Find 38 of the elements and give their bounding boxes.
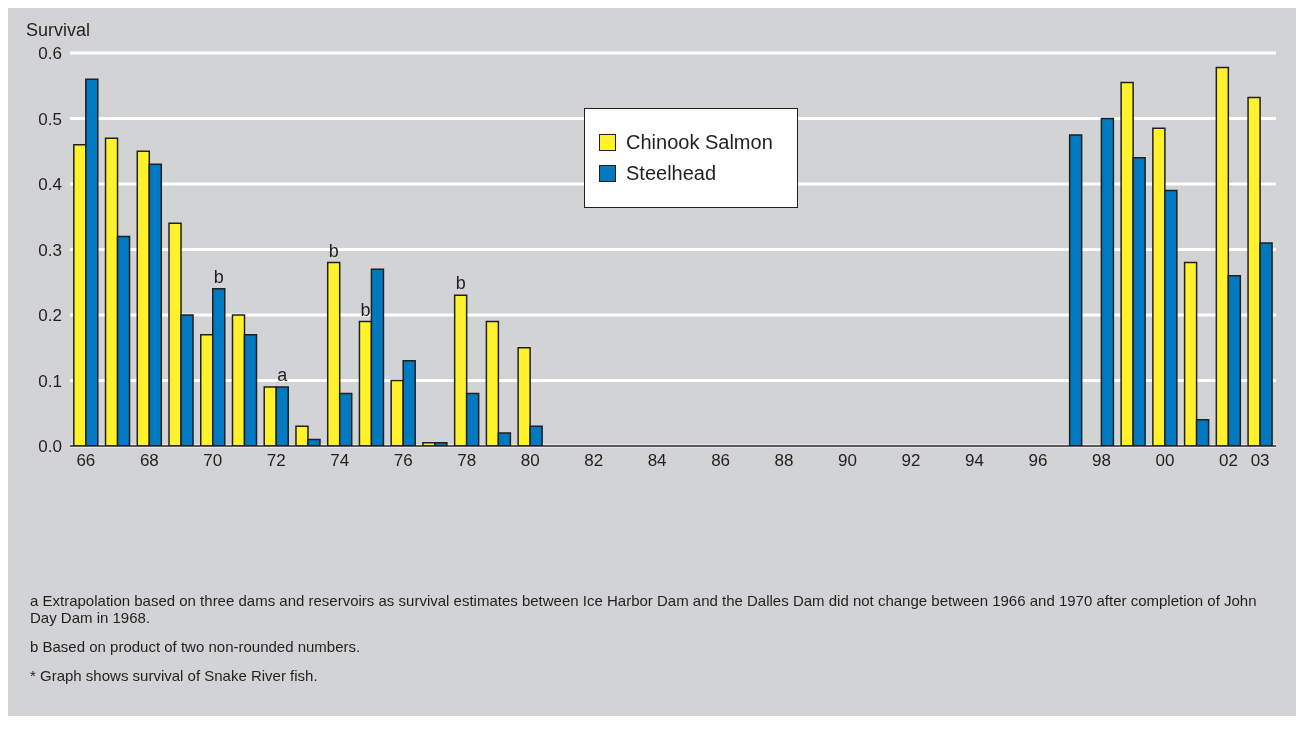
y-tick-label: 0.4 [38,175,62,195]
x-tick-label: 96 [1028,451,1048,471]
x-tick-label: 70 [203,451,223,471]
x-tick-label: 80 [520,451,540,471]
x-tick-label: 74 [330,451,350,471]
data-label: b [328,240,339,261]
y-tick-label: 0.5 [38,109,62,129]
x-tick-label: 76 [393,451,413,471]
y-axis-title: Survival [26,20,91,41]
y-tick-label: 0.6 [38,44,62,64]
x-tick-label: 86 [711,451,731,471]
legend-label: Chinook Salmon [626,131,773,154]
text: * Graph shows survival of Snake River fish. [30,667,319,684]
y-tick-label: 0.1 [38,371,62,391]
text: b Based on product of two non-rounded numbers. [30,638,362,655]
x-tick-label: 72 [266,451,286,471]
text: a Extrapolation based on three dams and reservoirs as survival estimates between Ice Harbor Dam and the Dalles Dam did not change between 1966 and 1970 after completion of John Day Dam in 1968. [30,592,1258,626]
data-label: b [213,266,224,287]
x-tick-label: 98 [1091,451,1111,471]
data-label: b [360,299,371,320]
x-tick-label: 68 [139,451,159,471]
x-tick-label: 78 [457,451,477,471]
x-tick-label: 92 [901,451,921,471]
x-tick-label: 66 [76,451,96,471]
x-tick-label: 82 [584,451,604,471]
y-tick-label: 0.3 [38,240,62,260]
y-tick-label: 0.0 [38,437,62,457]
data-label: a [277,365,289,386]
x-tick-label: 02 [1218,451,1238,471]
x-tick-label: 00 [1155,451,1175,471]
x-tick-label: 90 [838,451,858,471]
data-label: b [455,273,466,294]
y-tick-label: 0.2 [38,306,62,326]
x-tick-label: 03 [1250,451,1270,471]
x-tick-label: 84 [647,451,667,471]
x-tick-label: 88 [774,451,794,471]
legend-label: Steelhead [626,162,717,185]
x-tick-label: 94 [965,451,984,471]
